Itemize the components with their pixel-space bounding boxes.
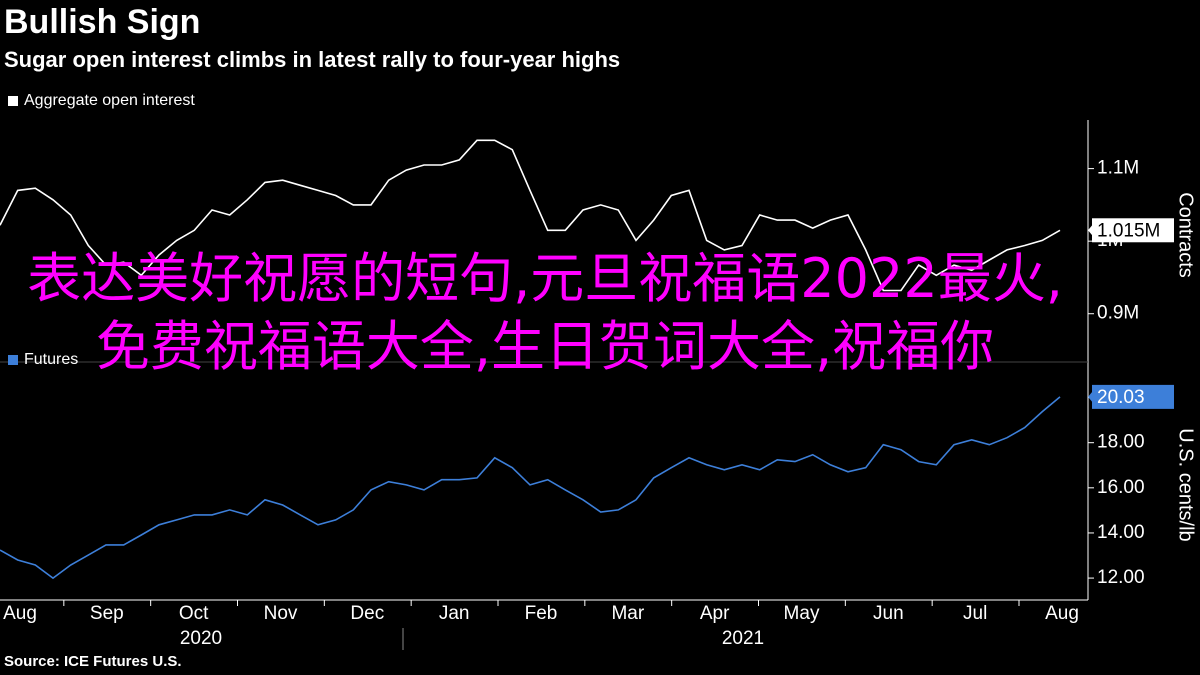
line bbox=[0, 139, 1061, 292]
x-tick-label: Jan bbox=[439, 603, 470, 624]
axis-title: U.S. cents/lb bbox=[1175, 428, 1197, 541]
legend-label: Aggregate open interest bbox=[24, 92, 195, 109]
overlay-text: 表达美好祝愿的短句,元旦祝福语2022最火,免费祝福语大全,生日贺词大全,祝福你 bbox=[27, 247, 1063, 378]
end-label-box bbox=[1092, 218, 1174, 243]
x-tick-label: Mar bbox=[611, 603, 644, 624]
x-tick-label: May bbox=[784, 603, 820, 624]
x-tick-label: Apr bbox=[700, 603, 730, 624]
y-tick-label: 1.1M bbox=[1097, 158, 1139, 179]
x-tick-label: Dec bbox=[350, 603, 384, 624]
end-label-pointer bbox=[1088, 390, 1093, 403]
x-tick-label: Aug bbox=[1045, 603, 1079, 624]
x-tick-label: Nov bbox=[264, 603, 298, 624]
axis-title: Contracts bbox=[1175, 192, 1197, 278]
year-label: 2021 bbox=[722, 628, 764, 649]
x-tick-label: Aug bbox=[3, 603, 37, 624]
x-tick-label: Feb bbox=[525, 603, 558, 624]
y-tick-label: 12.00 bbox=[1097, 567, 1145, 588]
y-tick-label: 0.9M bbox=[1097, 303, 1139, 324]
line bbox=[0, 396, 1061, 580]
year-label: 2020 bbox=[180, 628, 222, 649]
x-tick-label: Sep bbox=[90, 603, 124, 624]
legend-swatch bbox=[8, 96, 18, 106]
subtitle: Sugar open interest climbs in latest ral… bbox=[4, 47, 620, 72]
x-tick-label: Jun bbox=[873, 603, 904, 624]
y-tick-label: 14.00 bbox=[1097, 522, 1145, 543]
y-tick-label: 18.00 bbox=[1097, 432, 1145, 453]
y-tick-label: 16.00 bbox=[1097, 477, 1145, 498]
end-label: 1.015M bbox=[1097, 220, 1160, 241]
title: Bullish Sign bbox=[4, 3, 200, 41]
end-label-box bbox=[1092, 384, 1174, 409]
end-label: 20.03 bbox=[1097, 387, 1145, 408]
x-tick-label: Oct bbox=[179, 603, 209, 624]
x-tick-label: Jul bbox=[963, 603, 987, 624]
end-label-pointer bbox=[1088, 224, 1093, 237]
legend-swatch bbox=[8, 355, 18, 365]
source: Source: ICE Futures U.S. bbox=[4, 653, 182, 670]
legend-label: Futures bbox=[24, 351, 78, 368]
